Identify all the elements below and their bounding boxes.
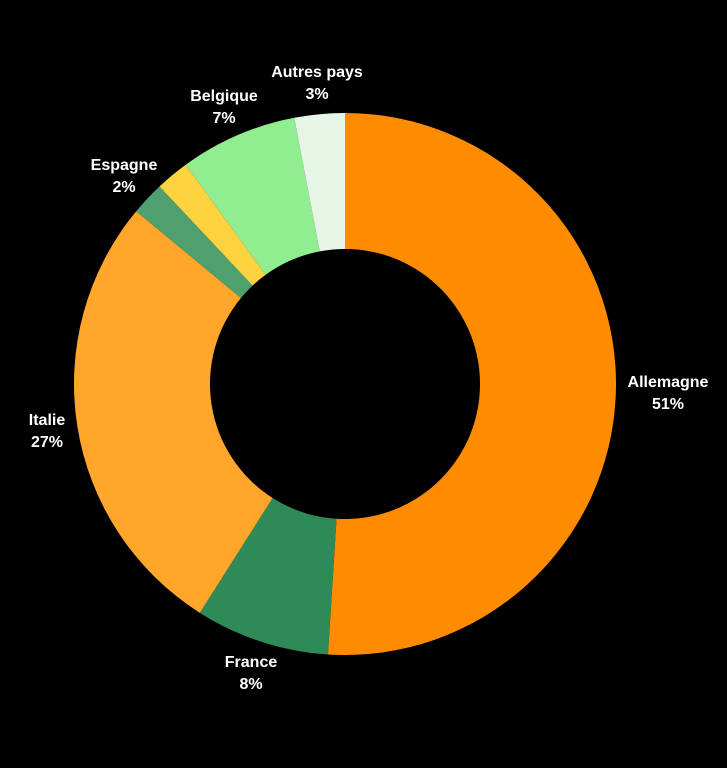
label-italie-name: Italie (28, 412, 66, 429)
label-italie: Italie 27% (29, 410, 65, 454)
slice-belgique (185, 117, 320, 275)
label-autres-pays-name: Autres pays (271, 64, 363, 81)
label-allemagne: Allemagne 51% (628, 372, 709, 416)
label-allemagne-pct: 51% (651, 396, 685, 413)
label-belgique-name: Belgique (190, 88, 258, 105)
label-espagne: Espagne 2% (91, 155, 158, 199)
slice-unlabeled (159, 164, 266, 286)
label-france: France 8% (225, 652, 277, 696)
slice-allemagne (327, 113, 617, 655)
label-italie-pct: 27% (30, 434, 64, 451)
label-belgique: Belgique 7% (190, 86, 258, 130)
slice-espagne (136, 186, 253, 298)
label-espagne-name: Espagne (90, 157, 158, 174)
label-belgique-pct: 7% (212, 110, 236, 127)
label-france-pct: 8% (239, 676, 263, 693)
label-allemagne-name: Allemagne (627, 374, 709, 391)
slice-italie (73, 211, 273, 613)
slice-autres-pays (294, 113, 345, 252)
label-france-name: France (224, 654, 278, 671)
slice-france (199, 497, 337, 655)
label-autres-pays: Autres pays 3% (271, 62, 363, 106)
donut-slices (73, 113, 617, 655)
label-autres-pays-pct: 3% (305, 86, 329, 103)
label-espagne-pct: 2% (112, 179, 136, 196)
